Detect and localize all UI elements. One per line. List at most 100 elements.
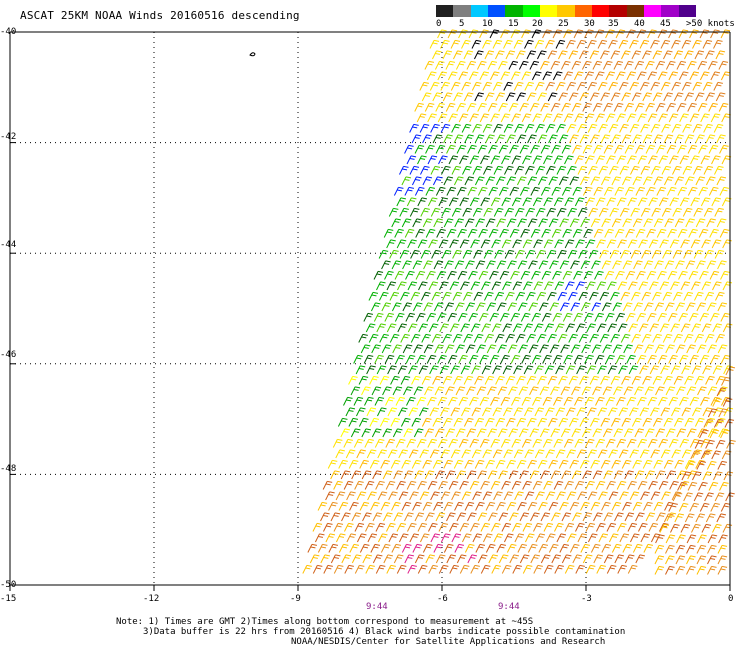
barb-flag [644, 123, 650, 126]
barb-flag [686, 123, 692, 126]
barb-flag [590, 84, 596, 87]
wind-barb [589, 50, 600, 60]
barb-flag [552, 176, 559, 179]
barb-staff [668, 29, 674, 39]
barb-flag [445, 378, 451, 381]
barb-flag [509, 249, 515, 252]
wind-barb [471, 407, 482, 417]
wind-barb [425, 186, 436, 196]
barb-flag [384, 417, 390, 420]
barb-flag [554, 386, 560, 389]
barb-flag [498, 336, 503, 339]
barb-staff [620, 292, 626, 301]
wind-barb [710, 113, 721, 123]
barb-flag [485, 323, 491, 326]
barb-flag [698, 333, 704, 336]
barb-staff [373, 271, 379, 280]
barb-flag [426, 417, 432, 420]
wind-barb [546, 165, 556, 175]
barb-flag [592, 123, 598, 126]
barb-flag [470, 189, 476, 192]
barb-staff [368, 334, 374, 343]
wind-barb [688, 270, 699, 280]
barb-flag [532, 389, 538, 391]
barb-flag [673, 197, 679, 200]
barb-staff [425, 145, 431, 154]
barb-staff [455, 61, 461, 70]
wind-barb [348, 375, 358, 385]
barb-flag [656, 291, 662, 294]
barb-flag [621, 326, 626, 328]
barb-flag [453, 42, 459, 45]
barb-flag [541, 375, 547, 378]
wind-barb [421, 92, 432, 102]
wind-barb [424, 102, 435, 112]
barb-flag [703, 312, 709, 315]
barb-flag [428, 386, 434, 389]
barb-flag [644, 165, 651, 168]
barb-staff [584, 29, 590, 39]
barb-flag [726, 239, 732, 242]
barb-staff [647, 113, 653, 123]
barb-flag [510, 417, 516, 420]
barb-flag [688, 263, 694, 265]
wind-barb [365, 323, 376, 333]
wind-barb [398, 407, 408, 417]
barb-flag [414, 378, 420, 381]
barb-flag [616, 105, 622, 108]
wind-barb [455, 386, 466, 396]
wind-barb [677, 228, 688, 238]
barb-flag [518, 165, 525, 168]
barb-flag [444, 81, 450, 84]
barb-staff [671, 82, 677, 91]
colorbar-labels: 0 5 10 15 20 25 30 35 40 45 >50 knots [424, 19, 740, 31]
barb-staff [358, 418, 364, 427]
barb-flag [587, 74, 593, 76]
wind-barb [532, 155, 543, 165]
barb-flag [700, 63, 706, 66]
barb-flag [427, 302, 434, 305]
barb-flag [631, 155, 637, 158]
barb-staff [483, 208, 489, 217]
barb-staff [681, 40, 687, 49]
barb-flag [496, 407, 503, 410]
barb-staff [484, 334, 490, 343]
wind-barb [552, 270, 562, 280]
wind-barb [708, 102, 718, 112]
barb-staff [621, 176, 627, 186]
barb-flag [645, 53, 651, 55]
barb-flag [635, 249, 641, 252]
barb-flag [517, 407, 524, 410]
barb-flag [503, 186, 509, 189]
wind-barb [513, 39, 524, 49]
barb-flag [683, 242, 689, 244]
wind-barb [511, 155, 522, 165]
barb-flag [444, 210, 450, 213]
wind-barb [458, 113, 469, 123]
barb-staff [495, 50, 500, 60]
wind-barb [406, 155, 417, 165]
barb-flag [459, 260, 465, 263]
barb-staff [454, 218, 460, 228]
wind-barb [599, 291, 610, 301]
wind-barb [444, 344, 455, 354]
wind-barb [382, 428, 393, 438]
barb-staff [510, 29, 516, 39]
barb-flag [585, 147, 591, 150]
barb-staff [426, 313, 432, 322]
barb-flag [489, 305, 495, 307]
barb-staff [417, 239, 423, 249]
barb-flag [445, 336, 451, 339]
barb-flag [708, 291, 715, 294]
barb-flag [592, 207, 598, 210]
barb-flag [467, 291, 473, 294]
barb-flag [572, 291, 578, 294]
barb-staff [451, 166, 457, 175]
barb-flag [475, 39, 482, 42]
barb-flag [452, 354, 458, 357]
barb-staff [460, 281, 465, 291]
barb-flag [578, 242, 584, 244]
barb-flag [623, 252, 629, 255]
barb-staff [353, 397, 359, 406]
barb-flag [691, 60, 697, 63]
